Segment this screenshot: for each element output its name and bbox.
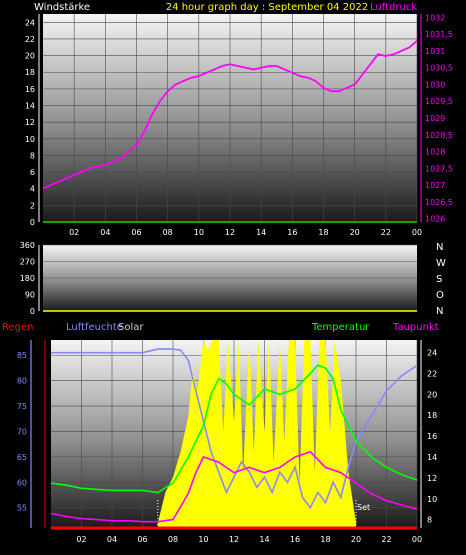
panel1-title-left: Windstärke [34,2,90,13]
p1-left-tick: 22 [25,35,35,44]
p1-right-tick: 1026 [425,215,445,224]
p3-right-tick: 12 [427,474,437,483]
panel3-label-taupunkt: Taupunkt [392,322,439,333]
p2-left-tick: 360 [20,241,35,250]
p2-left-tick: 180 [20,274,35,283]
p3-x-tick: 10 [198,535,208,544]
p1-x-tick: 16 [287,228,297,237]
p3-left-tick: 70 [17,427,27,436]
p1-left-tick: 24 [25,18,35,27]
p1-right-tick: 1029 [425,114,445,123]
p1-x-tick: 12 [225,228,235,237]
p1-right-tick: 1032 [425,13,445,22]
p3-right-tick: 22 [427,369,437,378]
p3-x-tick: 00 [412,535,422,544]
p1-left-tick: 8 [30,151,35,160]
p1-right-tick: 1028 [425,148,445,157]
p3-x-tick: 14 [259,535,269,544]
p3-x-tick: 04 [107,535,117,544]
p3-x-tick: 18 [320,535,330,544]
p3-left-tick: 85 [17,351,27,360]
series-solar [157,340,356,528]
series-luftfeuchte [51,348,418,510]
p3-x-tick: 16 [290,535,300,544]
p1-x-tick: 06 [131,228,141,237]
p1-left-tick: 16 [25,85,35,94]
p3-right-tick: 8 [427,516,432,525]
compass-label-4: O [436,290,444,301]
p3-left-tick: 55 [17,504,27,513]
compass-label-3: S [436,274,442,285]
p3-right-tick: 16 [427,432,437,441]
p1-x-tick: 14 [256,228,266,237]
p1-x-tick: 20 [350,228,360,237]
p3-right-tick: 20 [427,390,437,399]
p3-left-tick: 60 [17,478,27,487]
p3-x-tick: 02 [76,535,86,544]
panel3-label-temperatur: Temperatur [311,322,370,333]
p1-x-tick: 10 [194,228,204,237]
series-temperatur [50,364,418,494]
p1-right-tick: 1030,5 [425,64,453,73]
panel3-label-regen: Regen [2,322,34,333]
p1-x-tick: 22 [381,228,391,237]
p1-left-tick: 14 [25,102,35,111]
sunset-annotation: Set [357,503,370,512]
p3-left-tick: 65 [17,453,27,462]
p1-left-tick: 18 [25,68,35,77]
series-taupunkt [50,450,418,523]
compass-label-2: W [436,258,446,269]
p1-left-tick: 10 [25,135,35,144]
p3-x-tick: 22 [381,535,391,544]
p3-x-tick: 12 [229,535,239,544]
panel3-label-luftfeuchte: Luftfeuchte [66,322,123,333]
p1-x-tick: 08 [163,228,173,237]
p2-left-tick: 270 [20,258,35,267]
compass-label-5: N [436,306,443,317]
p1-left-tick: 2 [30,201,35,210]
p3-x-tick: 20 [351,535,361,544]
p3-x-tick: 06 [137,535,147,544]
p1-x-tick: 00 [412,228,422,237]
p1-left-tick: 6 [30,168,35,177]
series-luftdruck [42,40,418,190]
p1-right-tick: 1028,5 [425,131,453,140]
p1-left-tick: 12 [25,118,35,127]
compass-label-1: N [436,242,443,253]
p3-right-tick: 24 [427,349,437,358]
p3-right-tick: 18 [427,411,437,420]
p3-right-tick: 14 [427,453,437,462]
p2-left-tick: 0 [30,307,35,316]
p3-right-tick: 10 [427,495,437,504]
p2-left-tick: 90 [25,291,35,300]
p1-x-tick: 02 [69,228,79,237]
p1-right-tick: 1031,5 [425,30,453,39]
p1-left-tick: 0 [30,218,35,227]
p3-left-tick: 75 [17,402,27,411]
p1-x-tick: 18 [318,228,328,237]
p1-right-tick: 1030 [425,80,445,89]
p1-left-tick: 4 [30,185,35,194]
p1-right-tick: 1027,5 [425,164,453,173]
panel3-label-solar: Solar [118,322,144,333]
panel1-title-center: 24 hour graph day : September 04 2022 [166,2,368,13]
p3-x-tick: 08 [168,535,178,544]
panel1-title-right: Luftdruck [370,2,417,13]
p1-left-tick: 20 [25,52,35,61]
p1-right-tick: 1027 [425,181,445,190]
p1-right-tick: 1031 [425,47,445,56]
p1-right-tick: 1026,5 [425,198,453,207]
p1-right-tick: 1029,5 [425,97,453,106]
p1-x-tick: 04 [100,228,110,237]
p3-left-tick: 80 [17,377,27,386]
